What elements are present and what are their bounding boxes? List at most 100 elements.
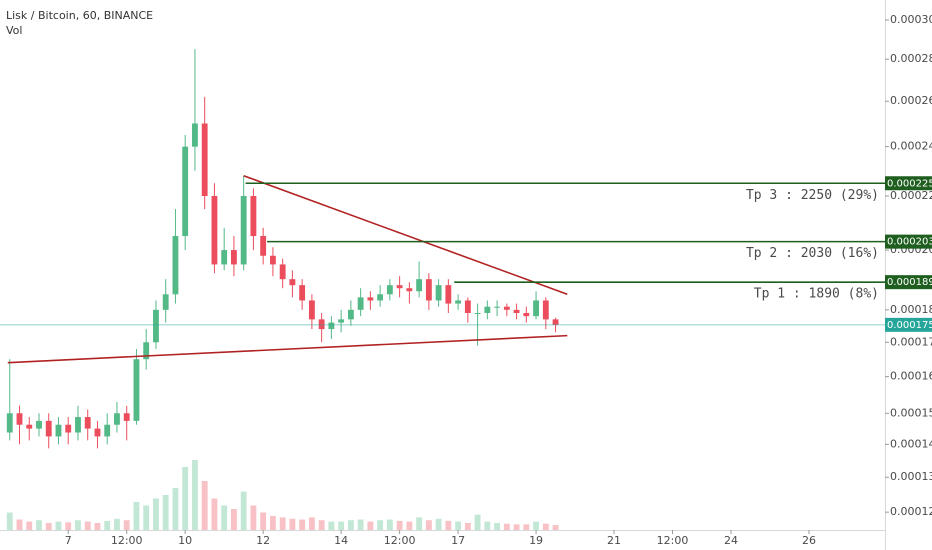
candle-body [221,250,228,265]
candle-body [396,285,403,289]
candle-body [445,285,452,304]
volume-bar [65,522,72,530]
x-tick-label: 7 [65,534,72,547]
x-tick-label: 24 [724,534,738,547]
candle-body [347,309,354,320]
target-label: Tp 3 : 2250 (29%) [746,188,879,203]
volume-bar [36,520,42,530]
volume-bar [153,498,159,530]
y-tick-label: 0.0001340 [890,470,932,483]
volume-bar [318,520,325,530]
volume-bar [289,518,296,530]
volume-bar [182,467,189,530]
volume-bar [6,512,13,530]
candle-body [377,294,384,301]
volume-bar [172,488,179,530]
volume-bar [221,505,228,530]
x-tick-label: 19 [529,534,543,547]
volume-bar [94,523,101,530]
volume-bar [201,481,208,530]
x-tick-label: 12:00 [111,534,143,547]
candle-body [94,428,101,437]
volume-bar [435,518,442,530]
y-tick-label: 0.0003000 [890,13,932,26]
candle-body [289,279,296,286]
candle-body [162,294,169,310]
chart-title: Lisk / Bitcoin, 60, BINANCE [6,9,153,22]
y-tick-label: 0.0002800 [890,52,932,65]
candle-body [494,306,501,308]
volume-bar [269,516,276,530]
candle-body [338,319,345,323]
volume-bar [533,521,539,530]
x-tick-label: 12:00 [384,534,416,547]
candle-body [75,417,81,433]
volume-bar [114,518,120,530]
candle-body [6,413,13,433]
volume-bar [386,519,393,530]
y-tick-label: 0.0001600 [890,370,932,383]
candle-body [308,300,315,320]
volume-bar [143,505,150,530]
candle-body [172,236,179,295]
candle-body [386,285,393,295]
candle-body [328,322,335,330]
candle-body [114,413,120,425]
volume-bar [357,519,364,530]
candle-body [26,424,33,429]
candle-body [435,285,442,301]
x-tick-label: 14 [334,534,348,547]
volume-bar [55,521,62,530]
candle-body [36,420,42,429]
volume-bar [474,514,481,530]
volume-bar [240,491,247,530]
volume-bar [16,519,23,530]
candle-body [211,196,218,265]
volume-bar [133,502,140,530]
volume-bar [484,521,491,530]
volume-bar [75,520,81,530]
candle-body [533,300,539,317]
candle-body [406,288,413,292]
volume-bar [445,520,452,530]
price-label-box [885,176,932,191]
volume-bar [455,521,462,530]
candle-body [455,300,462,304]
volume-bar [367,521,374,530]
y-tick-label: 0.0001500 [890,406,932,419]
candle-body [153,309,159,343]
volume-bar [328,521,335,530]
x-tick-label: 26 [802,534,816,547]
candle-body [474,312,481,314]
target-label: Tp 2 : 2030 (16%) [746,246,879,261]
volume-bar [230,509,237,530]
price-label: 0.0002250 [887,178,932,189]
volume-bar [377,520,384,530]
volume-bar [338,521,345,530]
volume-bar [464,523,471,530]
candle-body [367,297,374,301]
candle-body [250,196,257,237]
y-tick-label: 0.0001260 [890,505,932,518]
volume-bar [494,523,501,530]
candle-body [513,309,520,313]
candle-body [201,123,208,197]
candle-body [318,319,325,330]
volume-bar [416,517,423,530]
candle-body [269,255,276,265]
volume-bar [513,524,520,530]
volume-bar [123,520,130,530]
candle-body [523,312,530,317]
candle-body [542,300,549,320]
volume-bar [299,519,306,530]
candle-body [299,285,306,301]
volume-bar [552,525,559,530]
last-price-box [885,317,932,332]
y-tick-label: 0.0002600 [890,94,932,107]
volume-bar [162,495,169,530]
candle-body [123,413,130,421]
volume-bar [104,520,111,530]
last-price-label: 0.0001753 [887,320,932,331]
volume-bar [279,517,286,530]
candle-body [55,424,62,437]
